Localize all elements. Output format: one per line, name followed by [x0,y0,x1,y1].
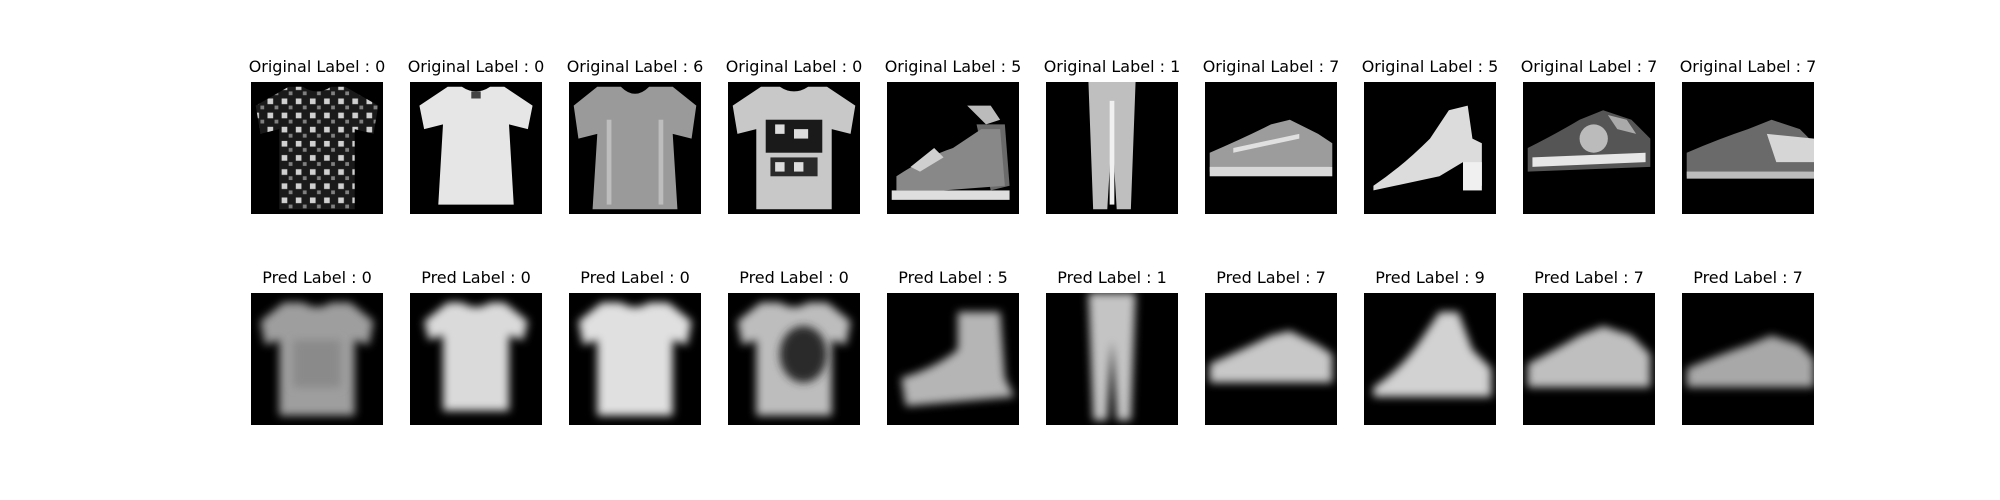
pred-label-8: Pred Label : 9 [1375,268,1485,287]
original-label-3: Original Label : 6 [566,57,704,76]
pred-label-3: Pred Label : 0 [580,268,690,287]
pred-image-1 [251,293,383,425]
pred-label-9: Pred Label : 7 [1534,268,1644,287]
original-label-7: Original Label : 7 [1202,57,1340,76]
original-label-6: Original Label : 1 [1043,57,1181,76]
pred-image-2 [410,293,542,425]
original-image-9 [1523,82,1655,214]
original-image-5 [887,82,1019,214]
pred-image-7 [1205,293,1337,425]
pred-label-4: Pred Label : 0 [739,268,849,287]
original-image-6 [1046,82,1178,214]
pred-label-6: Pred Label : 1 [1057,268,1167,287]
original-label-5: Original Label : 5 [884,57,1022,76]
original-image-3 [569,82,701,214]
original-image-2 [410,82,542,214]
pred-label-5: Pred Label : 5 [898,268,1008,287]
original-image-4 [728,82,860,214]
pred-label-2: Pred Label : 0 [421,268,531,287]
original-label-10: Original Label : 7 [1679,57,1817,76]
pred-image-9 [1523,293,1655,425]
pred-image-3 [569,293,701,425]
pred-image-5 [887,293,1019,425]
original-label-1: Original Label : 0 [248,57,386,76]
pred-image-8 [1364,293,1496,425]
original-label-4: Original Label : 0 [725,57,863,76]
pred-label-10: Pred Label : 7 [1693,268,1803,287]
original-label-2: Original Label : 0 [407,57,545,76]
pred-image-4 [728,293,860,425]
original-label-8: Original Label : 5 [1361,57,1499,76]
pred-label-1: Pred Label : 0 [262,268,372,287]
pred-image-6 [1046,293,1178,425]
original-image-1 [251,82,383,214]
original-image-10 [1682,82,1814,214]
original-image-7 [1205,82,1337,214]
pred-image-10 [1682,293,1814,425]
pred-label-7: Pred Label : 7 [1216,268,1326,287]
original-image-8 [1364,82,1496,214]
original-label-9: Original Label : 7 [1520,57,1658,76]
